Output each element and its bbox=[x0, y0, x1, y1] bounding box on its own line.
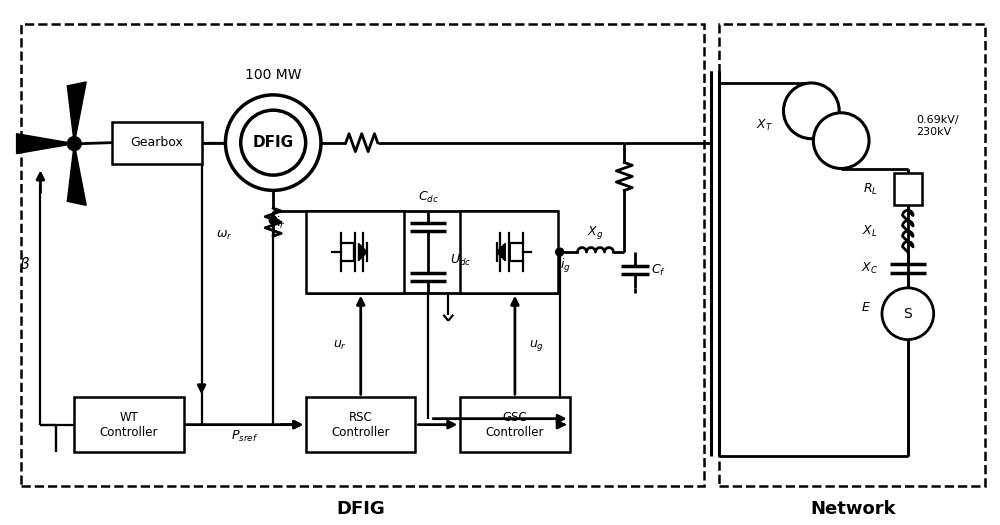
Circle shape bbox=[269, 216, 277, 224]
Text: i$_r$: i$_r$ bbox=[276, 215, 286, 231]
Text: $R_L$: $R_L$ bbox=[863, 182, 878, 197]
Text: $C_f$: $C_f$ bbox=[651, 262, 666, 278]
Circle shape bbox=[67, 136, 81, 151]
Bar bbox=[74, 397, 184, 452]
Text: $u_g$: $u_g$ bbox=[529, 338, 544, 353]
Circle shape bbox=[556, 248, 564, 256]
Text: 0.69kV/
230kV: 0.69kV/ 230kV bbox=[916, 115, 958, 136]
Text: 100 MW: 100 MW bbox=[245, 68, 301, 82]
Polygon shape bbox=[359, 244, 367, 261]
Circle shape bbox=[225, 95, 321, 191]
Polygon shape bbox=[497, 244, 505, 261]
Bar bbox=[460, 211, 558, 293]
Circle shape bbox=[882, 288, 934, 340]
Text: $\beta$: $\beta$ bbox=[19, 256, 30, 275]
Circle shape bbox=[241, 110, 306, 175]
Polygon shape bbox=[67, 82, 86, 144]
Text: WT
Controller: WT Controller bbox=[100, 411, 158, 439]
Text: DFIG: DFIG bbox=[253, 135, 294, 150]
Polygon shape bbox=[354, 244, 355, 261]
Bar bbox=[112, 122, 202, 163]
Text: GSC
Controller: GSC Controller bbox=[486, 411, 544, 439]
Text: $X_g$: $X_g$ bbox=[587, 224, 604, 240]
Circle shape bbox=[783, 83, 839, 139]
Text: $i_g$: $i_g$ bbox=[560, 257, 571, 275]
Text: S: S bbox=[903, 307, 912, 321]
Bar bbox=[306, 397, 415, 452]
Bar bbox=[460, 397, 570, 452]
Text: $X_C$: $X_C$ bbox=[861, 260, 879, 276]
Polygon shape bbox=[509, 244, 510, 261]
Polygon shape bbox=[17, 134, 74, 154]
Text: $U_{dc}$: $U_{dc}$ bbox=[450, 253, 472, 268]
Circle shape bbox=[813, 113, 869, 169]
Text: $X_T$: $X_T$ bbox=[756, 118, 773, 133]
Bar bbox=[306, 211, 404, 293]
Text: $E$: $E$ bbox=[861, 301, 871, 314]
Text: $u_r$: $u_r$ bbox=[333, 339, 347, 352]
Bar bbox=[894, 173, 922, 205]
Polygon shape bbox=[67, 144, 86, 205]
Text: $\omega_r$: $\omega_r$ bbox=[216, 228, 232, 242]
Text: RSC
Controller: RSC Controller bbox=[331, 411, 390, 439]
Text: $P_{sref}$: $P_{sref}$ bbox=[231, 429, 258, 444]
Text: Gearbox: Gearbox bbox=[130, 136, 183, 149]
Text: $C_{dc}$: $C_{dc}$ bbox=[418, 190, 439, 205]
Text: $X_L$: $X_L$ bbox=[862, 224, 878, 239]
Text: DFIG: DFIG bbox=[336, 500, 385, 518]
Text: Network: Network bbox=[810, 500, 896, 518]
